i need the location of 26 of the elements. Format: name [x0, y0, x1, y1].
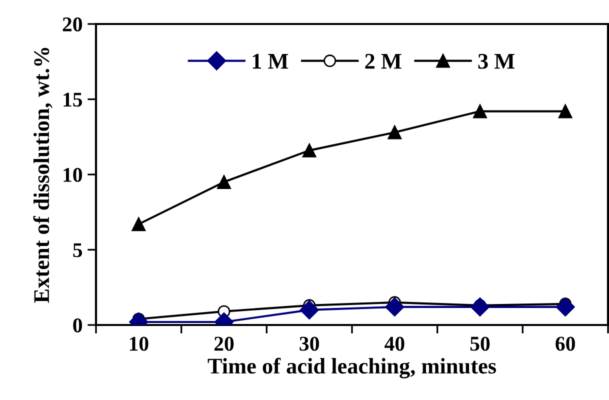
point — [302, 143, 316, 158]
x-tick-label: 20 — [214, 336, 234, 351]
y-tick-label: 20 — [62, 17, 82, 32]
y-tick-label: 5 — [73, 243, 82, 258]
x-tick-label: 40 — [384, 336, 404, 351]
point — [385, 297, 404, 316]
y-tick-label: 0 — [73, 318, 82, 332]
x-tick-label: 30 — [300, 336, 319, 351]
point — [473, 104, 487, 118]
legend-label: 3 M — [478, 54, 514, 69]
y-tick-label: 15 — [64, 92, 82, 107]
legend-label: 2 M — [365, 54, 402, 69]
x-axis-title: Time of acid leaching, minutes — [208, 358, 496, 378]
point — [556, 297, 575, 316]
point — [300, 300, 319, 320]
y-axis-title: Extent of dissolution, wt.% — [33, 48, 52, 303]
x-tick-label: 60 — [556, 336, 575, 351]
y-tick-label: 10 — [64, 168, 82, 182]
point — [132, 217, 146, 232]
x-tick-label: 10 — [130, 336, 148, 351]
point — [388, 125, 402, 140]
point — [470, 297, 490, 316]
legend-label: 1 M — [252, 54, 288, 69]
point — [558, 104, 572, 118]
point — [217, 175, 231, 189]
x-tick-label: 50 — [470, 336, 490, 351]
